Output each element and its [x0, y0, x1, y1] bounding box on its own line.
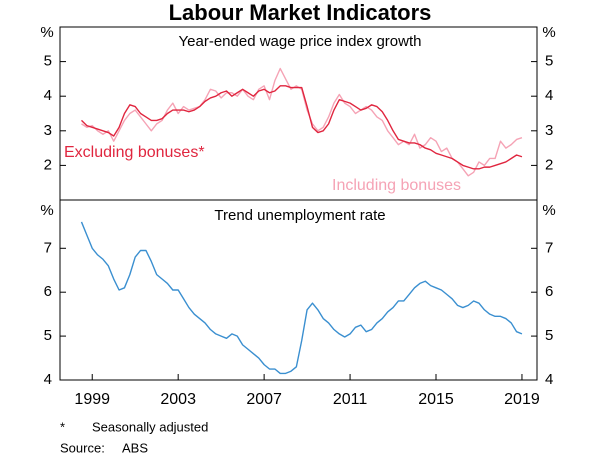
y-tick-label: 4: [545, 371, 553, 388]
series-line: [81, 85, 523, 170]
y-unit: %: [40, 24, 53, 41]
note-symbol: *: [60, 419, 65, 434]
y-tick-label: 3: [44, 122, 52, 139]
panel-title: Trend unemployment rate: [214, 207, 385, 224]
y-tick-label: 5: [545, 327, 553, 344]
y-tick-label: 7: [44, 239, 52, 256]
panel-frame: [59, 26, 538, 201]
y-tick-label: 4: [44, 87, 52, 104]
y-tick-label: 4: [44, 371, 52, 388]
y-tick-label: 2: [44, 156, 52, 173]
y-tick-label: 5: [44, 53, 52, 70]
x-tick-label: 2011: [333, 391, 368, 408]
x-tick-label: 2015: [418, 391, 454, 408]
y-tick-label: 7: [545, 239, 553, 256]
x-tick-label: 2003: [160, 391, 196, 408]
y-tick-label: 6: [545, 283, 553, 300]
x-tick-label: 2019: [504, 391, 540, 408]
x-tick-label: 1999: [74, 391, 110, 408]
source-label: Source:: [60, 440, 105, 455]
panel-title: Year-ended wage price index growth: [179, 33, 422, 50]
panel-frame: [59, 199, 538, 381]
source-text: ABS: [122, 440, 148, 455]
note-text: Seasonally adjusted: [92, 419, 208, 434]
y-unit: %: [542, 24, 555, 41]
y-tick-label: 2: [545, 156, 553, 173]
series-line: [80, 221, 523, 375]
y-tick-label: 6: [44, 283, 52, 300]
chart-title: Labour Market Indicators: [169, 0, 432, 25]
series-label: Excluding bonuses*: [64, 144, 205, 161]
series-label: Including bonuses: [332, 177, 461, 194]
y-tick-label: 4: [545, 87, 553, 104]
y-unit: %: [542, 202, 555, 219]
y-unit: %: [40, 202, 53, 219]
y-tick-label: 5: [545, 53, 553, 70]
y-tick-label: 3: [545, 122, 553, 139]
x-tick-label: 2007: [246, 391, 282, 408]
y-tick-label: 5: [44, 327, 52, 344]
